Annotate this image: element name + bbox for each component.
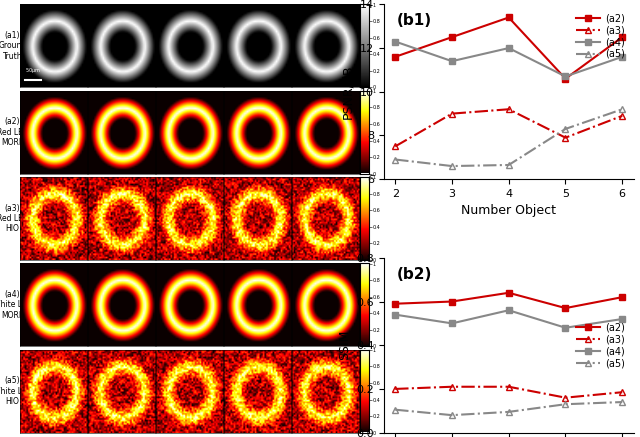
- Y-axis label: SSIM: SSIM: [338, 330, 351, 361]
- Legend: (a2), (a3), (a4), (a5): (a2), (a3), (a4), (a5): [572, 9, 628, 63]
- Line: (a4): (a4): [392, 38, 626, 80]
- (a3): [618, 390, 626, 395]
- (a2): [562, 305, 570, 311]
- (a5): [562, 402, 570, 407]
- Line: (a2): (a2): [392, 289, 626, 312]
- (a2): [505, 290, 513, 295]
- (a3): [448, 384, 456, 389]
- (a3): [391, 386, 399, 392]
- (a4): [391, 312, 399, 317]
- (a3): [618, 113, 626, 118]
- (a2): [448, 35, 456, 40]
- (a2): [391, 54, 399, 59]
- (a5): [562, 126, 570, 132]
- Text: 50$\mu$m: 50$\mu$m: [25, 66, 41, 75]
- (a3): [391, 144, 399, 149]
- (a4): [448, 59, 456, 64]
- (a5): [505, 409, 513, 414]
- (a3): [448, 111, 456, 116]
- Line: (a2): (a2): [392, 14, 626, 82]
- (a5): [505, 162, 513, 167]
- Line: (a4): (a4): [392, 307, 626, 331]
- (a5): [448, 413, 456, 418]
- Text: (a5)
White LED
HIO: (a5) White LED HIO: [0, 376, 32, 406]
- Text: (a1)
Ground
Truth: (a1) Ground Truth: [0, 31, 27, 61]
- (a4): [562, 74, 570, 79]
- (a3): [505, 107, 513, 112]
- Legend: (a2), (a3), (a4), (a5): (a2), (a3), (a4), (a5): [572, 319, 628, 372]
- (a2): [618, 35, 626, 40]
- (a3): [562, 135, 570, 140]
- (a4): [562, 325, 570, 330]
- Text: (b2): (b2): [396, 267, 432, 281]
- (a5): [391, 407, 399, 413]
- (a5): [391, 157, 399, 162]
- (a5): [618, 107, 626, 112]
- (a5): [618, 399, 626, 405]
- (a4): [618, 316, 626, 322]
- (a2): [505, 15, 513, 20]
- Line: (a5): (a5): [392, 106, 626, 170]
- Text: (b1): (b1): [396, 13, 431, 28]
- X-axis label: Number Object: Number Object: [461, 205, 556, 218]
- (a3): [505, 384, 513, 389]
- Line: (a3): (a3): [392, 383, 626, 401]
- (a2): [618, 295, 626, 300]
- Line: (a3): (a3): [392, 106, 626, 150]
- (a2): [448, 299, 456, 304]
- (a4): [505, 308, 513, 313]
- (a3): [562, 395, 570, 400]
- (a2): [391, 301, 399, 306]
- Text: (a4)
White LED
MORE: (a4) White LED MORE: [0, 290, 32, 320]
- (a4): [618, 54, 626, 59]
- (a2): [562, 76, 570, 81]
- (a4): [448, 321, 456, 326]
- Line: (a5): (a5): [392, 399, 626, 419]
- Text: (a2)
Red LED
MORE: (a2) Red LED MORE: [0, 117, 28, 147]
- (a4): [391, 39, 399, 44]
- (a4): [505, 45, 513, 51]
- Text: (a3)
Red LED
HIO: (a3) Red LED HIO: [0, 204, 28, 233]
- Y-axis label: PSNR/dB: PSNR/dB: [342, 65, 355, 119]
- (a5): [448, 163, 456, 169]
